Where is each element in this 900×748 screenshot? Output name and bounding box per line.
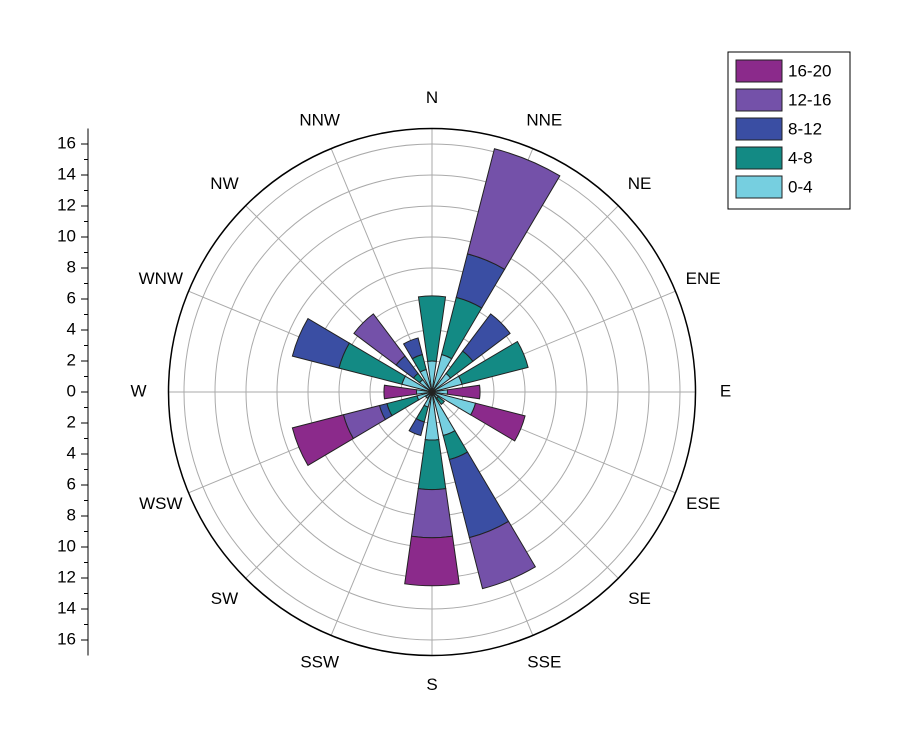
petal-segment <box>402 337 423 360</box>
axis-tick-label: 12 <box>57 195 76 214</box>
petal-segment <box>446 384 481 400</box>
petal-segment <box>291 414 354 467</box>
legend-swatch <box>735 59 783 83</box>
legend-label: 0-4 <box>788 177 813 196</box>
legend-swatch <box>735 175 783 199</box>
direction-label: NW <box>210 174 238 193</box>
axis-tick-label: 16 <box>57 133 76 152</box>
direction-label: N <box>426 88 438 107</box>
direction-label: SW <box>211 589 238 608</box>
legend-swatch <box>735 146 783 170</box>
petal-segment <box>353 313 406 366</box>
direction-label: SSW <box>300 653 339 672</box>
axis-tick-label: 8 <box>67 257 76 276</box>
axis-tick-label: 6 <box>67 288 76 307</box>
direction-label: SE <box>628 589 651 608</box>
axis-tick-label: 16 <box>57 629 76 648</box>
direction-label: NNE <box>526 110 562 129</box>
petal-segment <box>470 402 526 442</box>
direction-label: NE <box>628 174 652 193</box>
axis-tick-label: 12 <box>57 567 76 586</box>
axis-tick-label: 14 <box>57 164 76 183</box>
petal-segment <box>417 439 447 491</box>
axis-tick-label: 2 <box>67 412 76 431</box>
direction-label: E <box>720 381 731 400</box>
axis-tick-label: 0 <box>67 381 76 400</box>
petal-segment <box>462 313 511 362</box>
legend-label: 16-20 <box>788 61 831 80</box>
axis-tick-label: 10 <box>57 536 76 555</box>
direction-label: WNW <box>139 269 183 288</box>
direction-label: SSE <box>527 653 561 672</box>
legend-label: 8-12 <box>788 119 822 138</box>
petal-segment <box>386 395 420 417</box>
petal-segment <box>435 395 446 406</box>
axis-tick-label: 2 <box>67 350 76 369</box>
axis-tick-label: 14 <box>57 598 76 617</box>
direction-label: W <box>130 381 146 400</box>
spoke <box>431 391 619 579</box>
outer-circle <box>167 127 697 657</box>
legend-swatch <box>735 117 783 141</box>
direction-label: NNW <box>299 110 340 129</box>
petal-segment <box>408 417 425 437</box>
petal-segment <box>466 148 561 270</box>
legend-label: 4-8 <box>788 148 813 167</box>
axis-tick-label: 4 <box>67 443 76 462</box>
axis-tick-label: 6 <box>67 474 76 493</box>
petal-segment <box>448 451 510 539</box>
spoke <box>245 391 433 579</box>
legend-swatch <box>735 88 783 112</box>
petal-segment <box>468 520 537 590</box>
legend-label: 12-16 <box>788 90 831 109</box>
petal-segment <box>417 295 447 362</box>
petal-segment <box>410 488 454 539</box>
direction-label: ESE <box>686 494 720 513</box>
axis-tick-label: 8 <box>67 505 76 524</box>
direction-label: ENE <box>686 269 721 288</box>
petal-segment <box>425 391 433 399</box>
direction-label: WSW <box>139 494 182 513</box>
petal-segment <box>291 317 350 369</box>
direction-label: S <box>426 675 437 694</box>
petal-segment <box>383 384 418 400</box>
axis-tick-label: 10 <box>57 226 76 245</box>
axis-tick-label: 4 <box>67 319 76 338</box>
petal-segment <box>457 340 529 385</box>
petal-segment <box>404 535 460 587</box>
